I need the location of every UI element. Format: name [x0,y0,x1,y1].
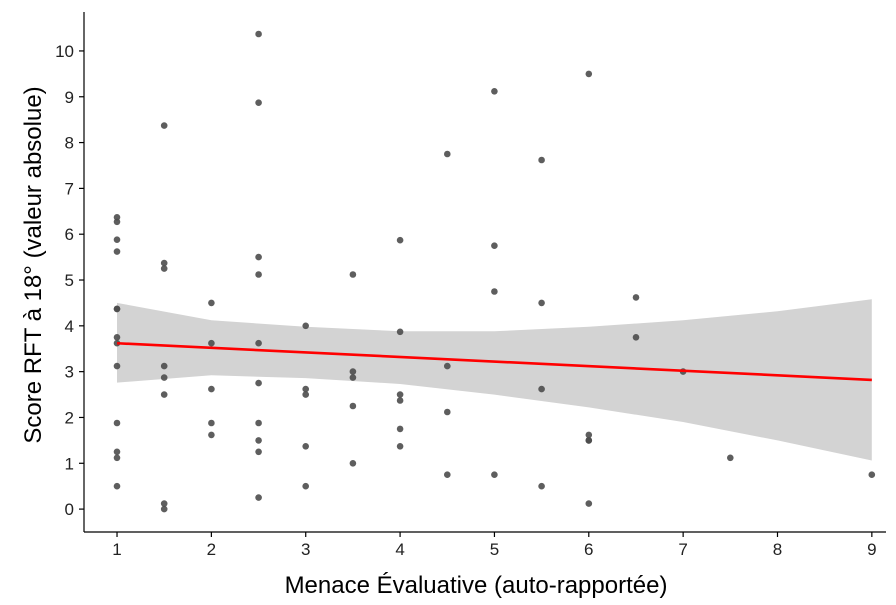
data-point [444,362,451,370]
confidence-band [117,299,872,461]
data-point [160,391,168,398]
data-point [491,242,498,249]
x-tick-label: 7 [678,540,687,559]
y-tick-label: 0 [65,500,74,519]
data-point [585,431,593,439]
x-tick-label: 1 [112,540,121,559]
x-axis-title: Menace Évaluative (auto-rapportée) [285,572,668,599]
data-point [349,374,357,381]
data-point [255,271,262,278]
axes-layer: 0 1 2 3 4 5 6 7 8 9 10 1 2 3 4 5 6 7 8 9 [55,12,886,559]
data-point [444,150,451,158]
y-tick-label: 3 [65,363,74,382]
y-tick-label: 8 [65,134,74,153]
data-point [538,156,545,164]
data-point [302,482,310,490]
data-point [632,334,640,341]
data-point [160,374,168,381]
data-point [396,397,404,404]
data-point [349,460,357,467]
y-tick-label: 10 [55,42,74,61]
data-point [632,294,640,301]
data-point [302,385,310,393]
data-point [349,368,357,375]
y-tick-label: 6 [65,225,74,244]
y-axis-title: Score RFT à 18° (valeur absolue) [20,86,47,443]
x-tick-label: 6 [584,540,593,559]
data-point [113,218,121,226]
data-point [208,385,215,393]
data-point [255,30,262,38]
data-point [113,339,121,347]
x-tick-label: 4 [395,540,404,559]
data-point [585,437,593,444]
data-point [208,339,215,347]
y-tick-label: 5 [65,271,74,290]
data-point [396,391,404,398]
data-point [113,448,121,456]
data-point [160,500,168,507]
data-point [349,402,357,410]
fit-line-layer [116,341,872,382]
x-tick-label: 3 [301,540,310,559]
data-point [727,454,734,462]
data-point [349,271,357,278]
data-point [868,471,876,479]
data-point [396,236,404,244]
data-point [538,299,545,307]
data-point [113,334,121,341]
data-point [491,288,498,295]
x-tick-label: 8 [773,540,782,559]
data-point [160,505,168,513]
data-point [160,265,168,272]
data-point [255,99,262,106]
data-point [444,408,451,416]
x-tick-label: 9 [867,540,876,559]
data-point [160,122,168,129]
y-tick-label: 2 [65,408,74,427]
data-point [491,471,498,479]
data-point [491,88,498,95]
confidence-band-layer [117,299,872,461]
x-tick-label: 5 [490,540,499,559]
data-point [302,391,310,398]
regression-line [116,341,872,382]
data-point [302,322,310,330]
data-point [255,494,262,501]
data-point [160,259,168,267]
data-point [208,299,215,307]
x-tick-label: 2 [207,540,216,559]
data-point [538,482,545,490]
data-point [113,419,121,427]
data-point [255,448,262,456]
data-point [396,443,404,450]
data-point [302,443,310,450]
data-point [585,70,593,78]
data-point [396,328,404,336]
data-point [113,362,121,370]
data-point [585,500,593,507]
y-tick-label: 7 [65,179,74,198]
data-point [113,248,121,255]
data-point [255,437,262,444]
data-point [208,419,215,427]
data-points-layer [113,30,876,513]
data-point [255,253,262,261]
data-point [113,305,121,313]
data-point [396,425,404,433]
y-tick-label: 4 [65,317,74,336]
data-point [113,236,121,243]
data-point [255,419,262,427]
data-point [444,471,451,479]
data-point [538,385,545,393]
y-tick-label: 1 [65,454,74,473]
data-point [255,379,262,387]
data-point [255,339,262,347]
data-point [208,431,215,439]
data-point [160,362,168,370]
data-point [113,454,121,462]
data-point [113,482,121,490]
y-tick-label: 9 [65,88,74,107]
